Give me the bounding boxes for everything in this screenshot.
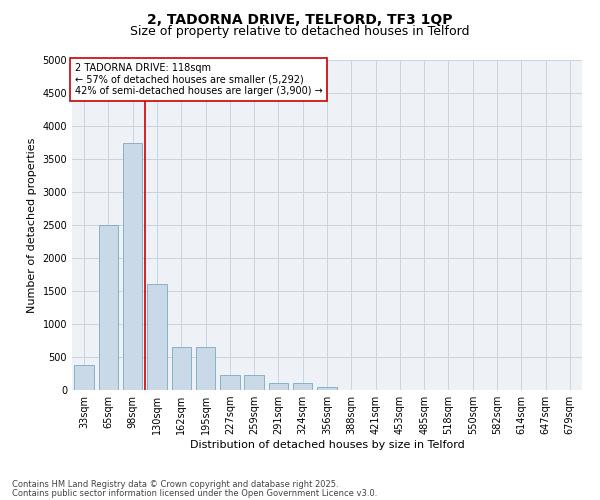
Text: 2 TADORNA DRIVE: 118sqm
← 57% of detached houses are smaller (5,292)
42% of semi: 2 TADORNA DRIVE: 118sqm ← 57% of detache… <box>74 64 322 96</box>
Text: Contains HM Land Registry data © Crown copyright and database right 2025.: Contains HM Land Registry data © Crown c… <box>12 480 338 489</box>
Y-axis label: Number of detached properties: Number of detached properties <box>27 138 37 312</box>
Bar <box>99 225 118 390</box>
Bar <box>172 347 191 390</box>
Bar <box>269 384 288 390</box>
X-axis label: Distribution of detached houses by size in Telford: Distribution of detached houses by size … <box>190 440 464 450</box>
Bar <box>220 375 239 390</box>
Bar <box>196 347 215 390</box>
Bar <box>74 365 94 390</box>
Bar <box>317 386 337 390</box>
Text: Contains public sector information licensed under the Open Government Licence v3: Contains public sector information licen… <box>12 488 377 498</box>
Bar <box>123 142 142 390</box>
Text: Size of property relative to detached houses in Telford: Size of property relative to detached ho… <box>130 25 470 38</box>
Bar <box>244 375 264 390</box>
Text: 2, TADORNA DRIVE, TELFORD, TF3 1QP: 2, TADORNA DRIVE, TELFORD, TF3 1QP <box>147 12 453 26</box>
Bar <box>147 284 167 390</box>
Bar <box>293 384 313 390</box>
